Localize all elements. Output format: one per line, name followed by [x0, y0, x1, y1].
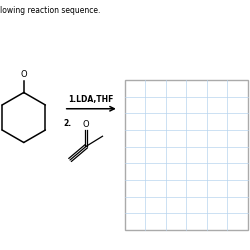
Text: 2.: 2.	[64, 119, 72, 128]
Text: O: O	[20, 70, 27, 79]
Bar	[125, 80, 248, 230]
Text: lowing reaction sequence.: lowing reaction sequence.	[0, 6, 100, 15]
Text: 1.LDA,THF: 1.LDA,THF	[68, 95, 114, 104]
Text: O: O	[83, 120, 89, 129]
